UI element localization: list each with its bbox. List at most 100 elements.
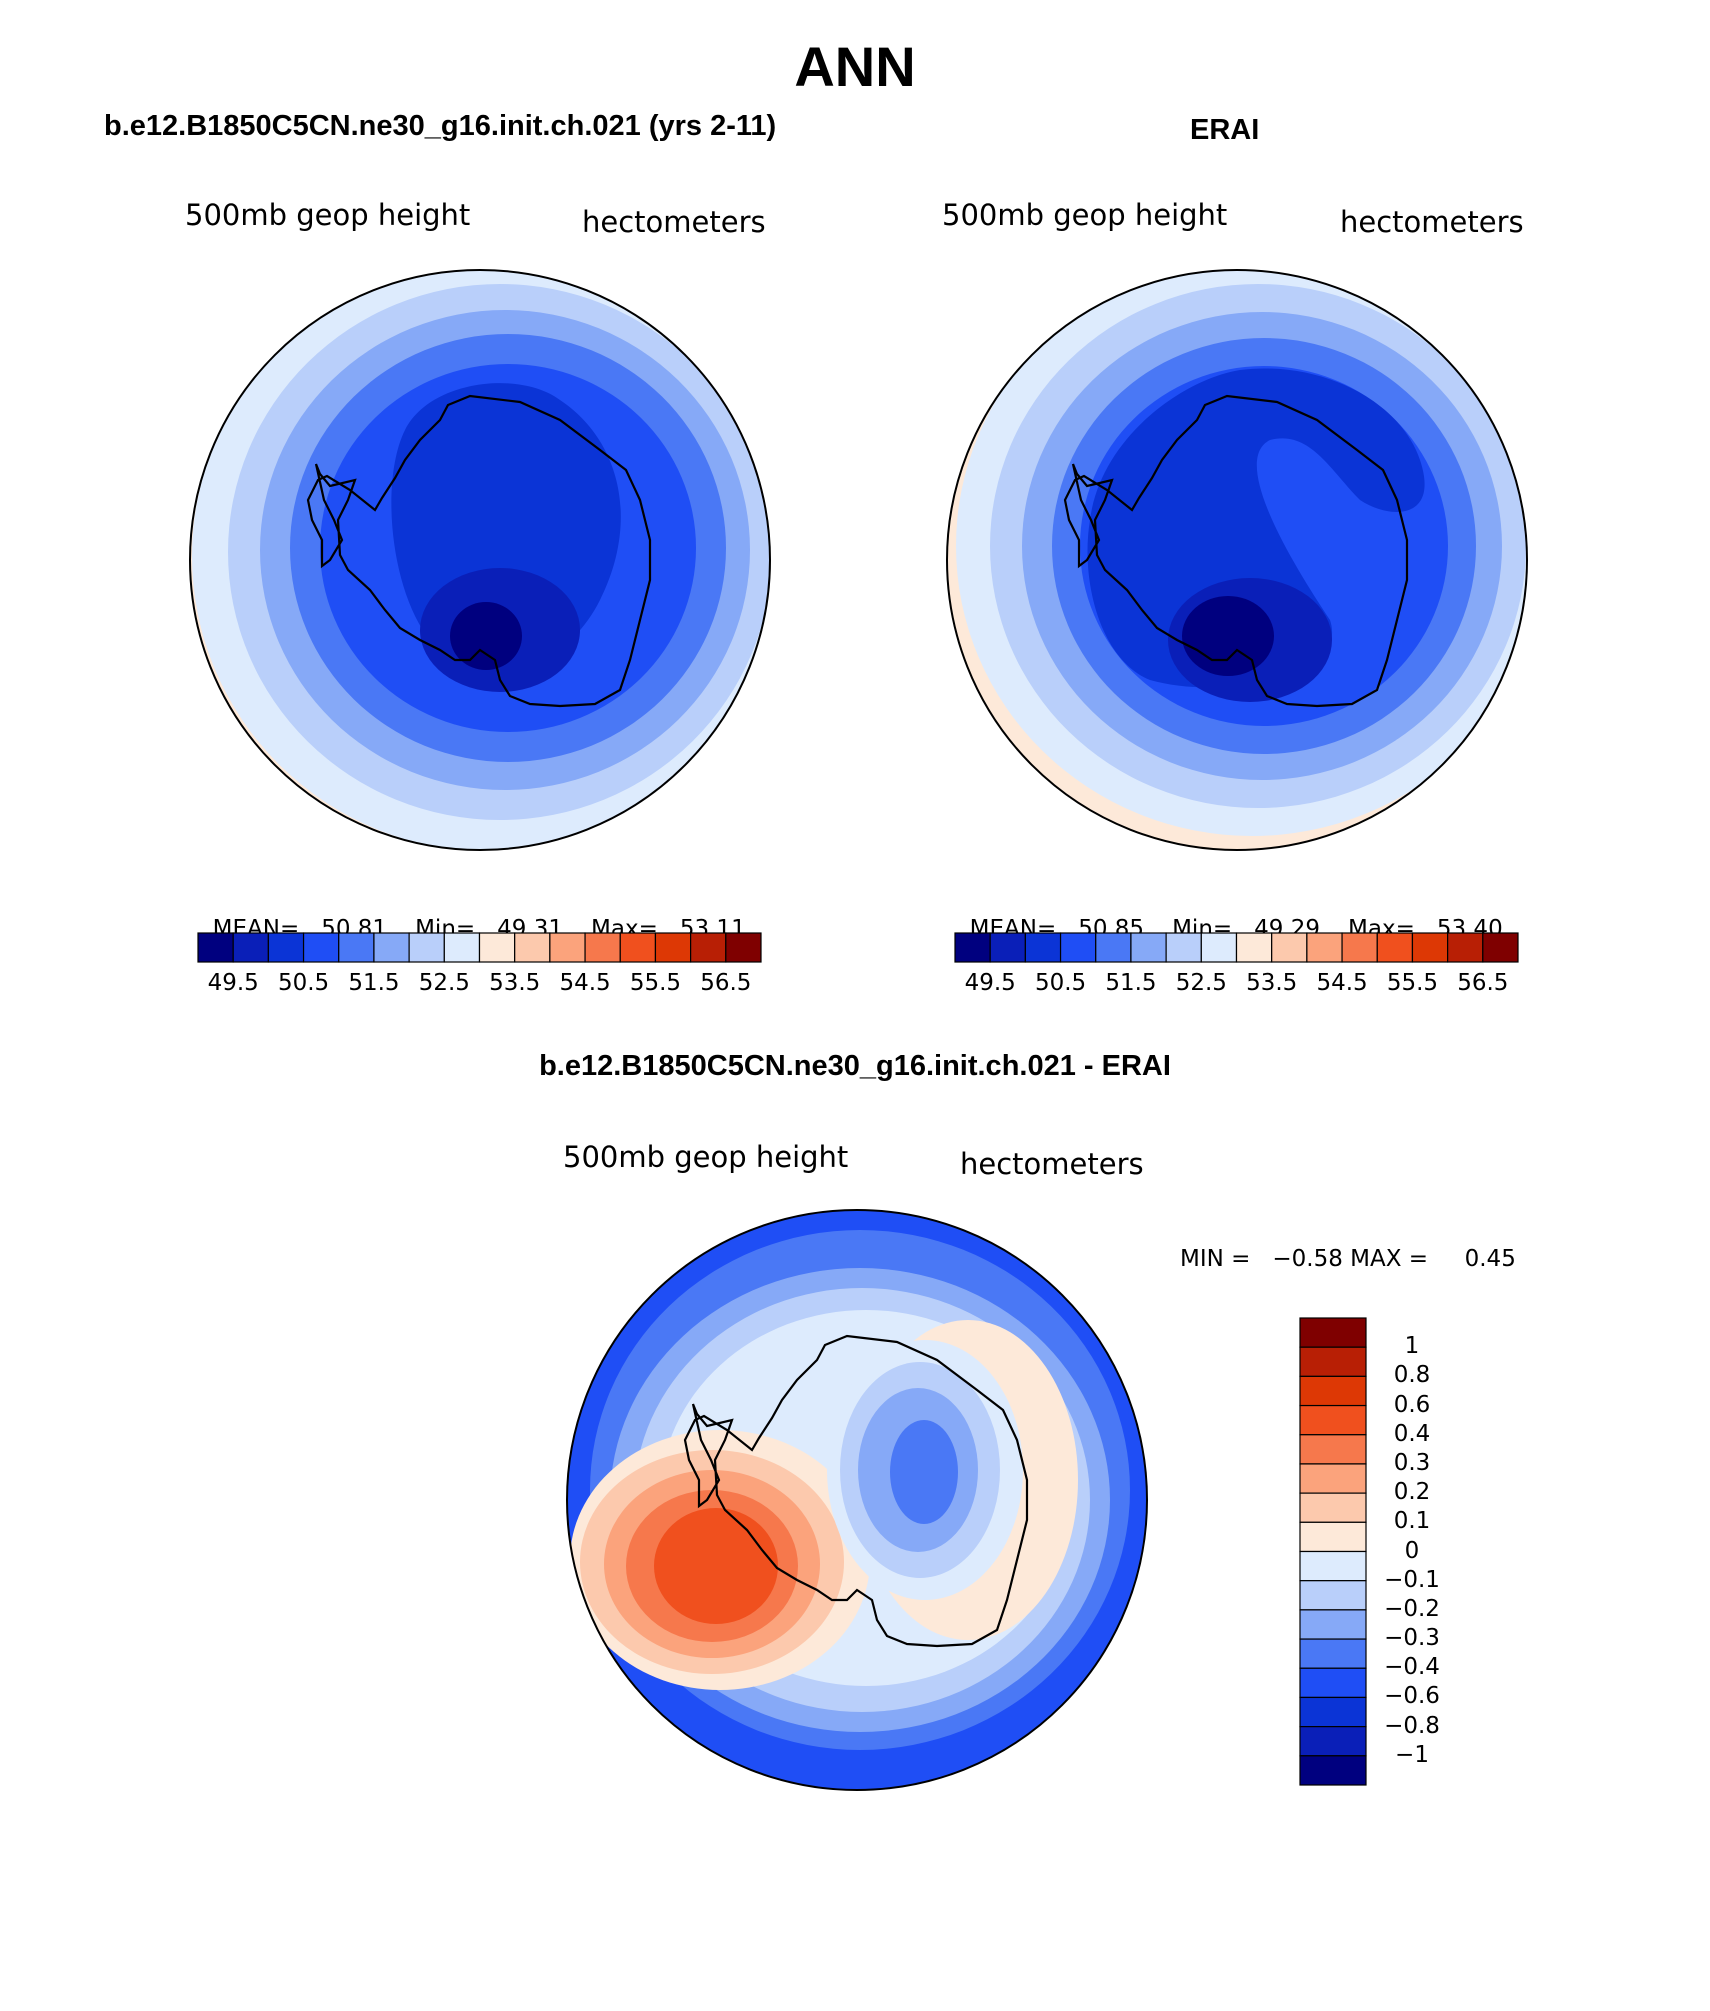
colorbar-swatch (1299, 1667, 1367, 1699)
colorbar-tick-label: 0.4 (1393, 1420, 1431, 1447)
diff-panel-title: b.e12.B1850C5CN.ne30_g16.init.ch.021 - E… (539, 1050, 1171, 1082)
coastline-diff (683, 1334, 1029, 1648)
colorbar-tick-label: 51.5 (348, 970, 400, 996)
colorbar-swatch (1482, 932, 1519, 963)
colorbar-swatch (1024, 932, 1062, 963)
colorbar-swatch (1130, 932, 1167, 963)
colorbar-tick-label: −1 (1395, 1741, 1429, 1768)
colorbar-swatch (1200, 932, 1238, 963)
colorbar-swatch (1095, 932, 1132, 963)
colorbar-swatch (1411, 932, 1449, 963)
colorbar-swatch (302, 932, 340, 963)
colorbar-tick-label: −0.3 (1384, 1625, 1440, 1652)
panel-1-right-label: hectometers (582, 205, 766, 239)
diff-map-border (566, 1209, 1148, 1791)
colorbar-swatch (1299, 1375, 1367, 1407)
colorbar-tick-label: 55.5 (629, 970, 682, 996)
panel-2-colorbar (954, 932, 1519, 963)
colorbar-swatch (549, 932, 586, 963)
colorbar-tick-label: 52.5 (418, 970, 470, 996)
colorbar-swatch (1341, 932, 1378, 963)
panel-1-map-border (189, 269, 771, 851)
colorbar-tick-label: 54.5 (559, 970, 611, 996)
colorbar-swatch (408, 932, 445, 963)
colorbar-swatch (197, 932, 234, 963)
colorbar-tick-label: 55.5 (1386, 970, 1439, 996)
colorbar-tick-label: 1 (1404, 1333, 1420, 1360)
colorbar-swatch (654, 932, 692, 963)
colorbar-swatch (1299, 1463, 1367, 1494)
colorbar-tick-label: −0.2 (1384, 1595, 1440, 1622)
colorbar-swatch (1299, 1317, 1367, 1348)
colorbar-tick-label: 49.5 (964, 970, 1016, 996)
colorbar-swatch (1299, 1346, 1367, 1377)
antarctica-coastline (306, 394, 1409, 1648)
colorbar-tick-label: −0.8 (1384, 1712, 1440, 1739)
panel-1-colorbar (197, 932, 762, 963)
colorbar-tick-label: 50.5 (1034, 970, 1087, 996)
colorbar-swatch (619, 932, 657, 963)
panel-2-map-border (946, 269, 1528, 851)
diff-minmax: MIN = −0.58 MAX = 0.45 (1180, 1246, 1516, 1272)
colorbar-tick-label: 56.5 (1457, 970, 1509, 996)
colorbar-swatch (443, 932, 481, 963)
colorbar-tick-label: 51.5 (1105, 970, 1157, 996)
colorbar-swatch (338, 932, 375, 963)
colorbar-swatch (1059, 932, 1097, 963)
colorbar-swatch (1299, 1580, 1367, 1611)
panel-2-right-label: hectometers (1340, 205, 1524, 239)
colorbar-swatch (1299, 1726, 1367, 1757)
colorbar-tick-label: 0 (1404, 1537, 1420, 1564)
colorbar-swatch (1165, 932, 1202, 963)
colorbar-swatch (1299, 1404, 1367, 1436)
colorbar-swatch (478, 932, 516, 963)
panel-2-map (947, 270, 1527, 850)
colorbar-swatch (1447, 932, 1484, 963)
colorbar-swatch (1299, 1696, 1367, 1728)
colorbar-swatch (1299, 1550, 1367, 1582)
colorbar-swatch (1376, 932, 1414, 963)
colorbar-swatch (1299, 1521, 1367, 1553)
colorbar-tick-label: 0.1 (1393, 1508, 1431, 1535)
colorbar-tick-label: 0.2 (1393, 1479, 1431, 1506)
diff-right-label: hectometers (960, 1147, 1144, 1181)
colorbar-tick-label: −0.1 (1384, 1566, 1440, 1593)
colorbar-swatch (1299, 1609, 1367, 1640)
colorbar-swatch (584, 932, 621, 963)
colorbar-swatch (1299, 1638, 1367, 1669)
page-title: ANN (794, 35, 916, 98)
colorbar-tick-label: 54.5 (1316, 970, 1368, 996)
colorbar-tick-label: 53.5 (1246, 970, 1298, 996)
colorbar-tick-label: 50.5 (277, 970, 330, 996)
colorbar-swatch (725, 932, 762, 963)
colorbar-swatch (373, 932, 410, 963)
colorbar-tick-label: 0.8 (1393, 1362, 1431, 1389)
colorbar-tick-label: 52.5 (1175, 970, 1227, 996)
colorbar-swatch (514, 932, 551, 963)
colorbar-swatch (989, 932, 1026, 963)
colorbar-tick-label: 0.3 (1393, 1449, 1431, 1476)
coastline-panel-1 (306, 394, 652, 708)
colorbar-tick-label: 53.5 (489, 970, 541, 996)
coastline-panel-2 (1063, 394, 1409, 708)
colorbar-tick-label: 49.5 (207, 970, 259, 996)
colorbar-swatch (1299, 1434, 1367, 1465)
colorbar-swatch (232, 932, 269, 963)
panel-2-left-label: 500mb geop height (942, 198, 1228, 232)
colorbar-swatch (267, 932, 305, 963)
colorbar-swatch (690, 932, 727, 963)
colorbar-swatch (1299, 1755, 1367, 1786)
panel-1-map (190, 270, 770, 850)
colorbar-tick-label: 56.5 (700, 970, 752, 996)
colorbar-swatch (954, 932, 991, 963)
diff-left-label: 500mb geop height (563, 1140, 849, 1174)
panel-1-title: b.e12.B1850C5CN.ne30_g16.init.ch.021 (yr… (104, 110, 777, 142)
colorbar-tick-label: −0.6 (1384, 1683, 1440, 1710)
panel-2-title: ERAI (1190, 114, 1260, 146)
colorbar-tick-label: 0.6 (1393, 1391, 1431, 1418)
panel-1-left-label: 500mb geop height (185, 198, 471, 232)
colorbar-swatch (1235, 932, 1273, 963)
colorbar-swatch (1271, 932, 1308, 963)
diff-colorbar (1299, 1317, 1367, 1786)
